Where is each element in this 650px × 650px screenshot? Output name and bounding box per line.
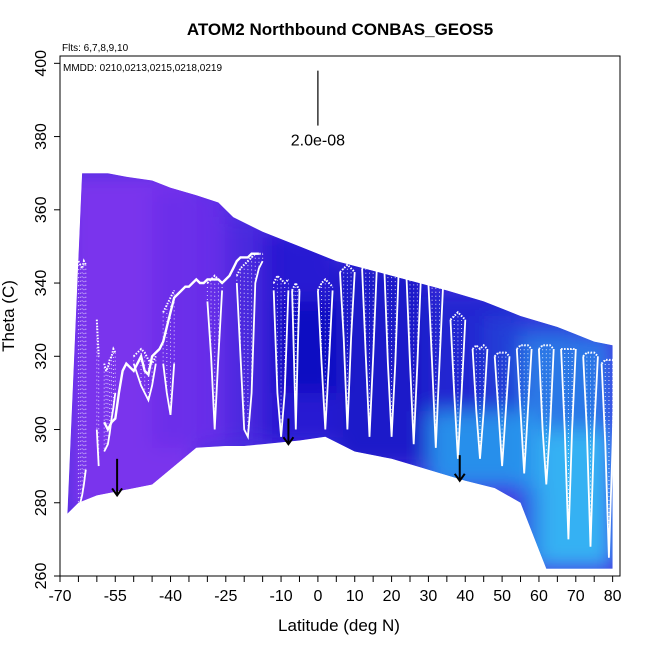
- profile-trace: [405, 267, 422, 273]
- profile-trace: [582, 356, 599, 547]
- profile-trace: [600, 358, 616, 365]
- profile-trace: [235, 252, 263, 277]
- x-tick-label: 20: [383, 588, 401, 605]
- profile-trace: [515, 348, 533, 474]
- y-tick-label: 320: [33, 343, 50, 370]
- profile-trace: [206, 290, 223, 430]
- profile-trace: [162, 363, 176, 416]
- y-axis-label: Theta (C): [0, 280, 18, 352]
- color-region: [281, 301, 337, 393]
- profile-trace: [291, 290, 301, 430]
- profile-trace: [493, 356, 511, 467]
- profile-trace: [272, 290, 290, 437]
- profile-trace: [449, 310, 467, 321]
- profile-trace: [95, 319, 100, 357]
- y-tick-label: 280: [33, 489, 50, 516]
- y-tick-label: 340: [33, 270, 50, 297]
- color-region: [152, 187, 226, 448]
- profile-trace: [383, 260, 400, 266]
- profile-trace: [383, 264, 400, 437]
- profile-trace: [493, 351, 511, 358]
- y-tick-label: 380: [33, 123, 50, 150]
- profile-trace: [361, 263, 378, 270]
- x-tick-label: -70: [48, 588, 71, 605]
- profile-trace: [516, 344, 533, 350]
- profile-trace: [339, 263, 356, 273]
- profile-trace: [471, 348, 489, 459]
- plot-frame: [59, 55, 621, 577]
- arrow-head: [453, 473, 466, 483]
- profile-trace: [77, 469, 87, 507]
- x-axis-label: Latitude (deg N): [278, 616, 400, 635]
- profile-trace: [95, 429, 100, 467]
- tropopause-trace: [103, 252, 259, 433]
- scale-bar: 2.0e-08: [291, 70, 345, 150]
- profile-trace: [600, 363, 616, 558]
- y-axis: 260 280 300 320 340 360 380 400: [33, 50, 60, 589]
- profile-trace: [582, 351, 599, 358]
- profile-trace: [538, 348, 555, 485]
- profile-trace: [132, 363, 157, 403]
- color-region: [538, 429, 613, 569]
- x-tick-label: 60: [530, 588, 548, 605]
- y-tick-label: 300: [33, 416, 50, 443]
- profile-trace: [235, 260, 264, 441]
- y-tick-label: 360: [33, 196, 50, 223]
- x-axis: -70 -55 -40 -25 -10 0 10 20 30 40 50 60 70 80: [48, 576, 622, 605]
- x-tick-label: 40: [456, 588, 474, 605]
- x-tick-label: 10: [346, 588, 364, 605]
- x-tick-label: 30: [420, 588, 438, 605]
- profile-trace: [538, 344, 555, 350]
- profile-trace: [317, 290, 334, 430]
- x-tick-label: -10: [269, 588, 292, 605]
- profile-trace: [449, 319, 467, 459]
- x-tick-label: 50: [493, 588, 511, 605]
- x-tick-label: 80: [604, 588, 622, 605]
- dates-label: MMDD: 0210,0213,0215,0218,0219: [63, 63, 222, 74]
- curtain-field: [67, 173, 616, 569]
- chart-title: ATOM2 Northbound CONBAS_GEOS5: [187, 20, 493, 39]
- y-tick-label: 260: [33, 563, 50, 590]
- profile-trace: [560, 348, 577, 540]
- arrow-head: [111, 487, 123, 498]
- x-tick-label: -25: [214, 588, 237, 605]
- x-tick-label: -55: [104, 588, 127, 605]
- x-tick-label: 70: [567, 588, 585, 605]
- x-tick-label: 0: [313, 588, 322, 605]
- profile-trace: [405, 272, 422, 445]
- scale-bar-label: 2.0e-08: [291, 133, 345, 150]
- arrow-head: [282, 436, 295, 446]
- profile-trace: [162, 289, 176, 313]
- flights-label: Flts: 6,7,8,9,10: [62, 43, 129, 54]
- x-tick-label: -40: [159, 588, 182, 605]
- y-tick-label: 400: [33, 50, 50, 77]
- profile-trace: [132, 347, 157, 366]
- profile-trace: [427, 274, 445, 284]
